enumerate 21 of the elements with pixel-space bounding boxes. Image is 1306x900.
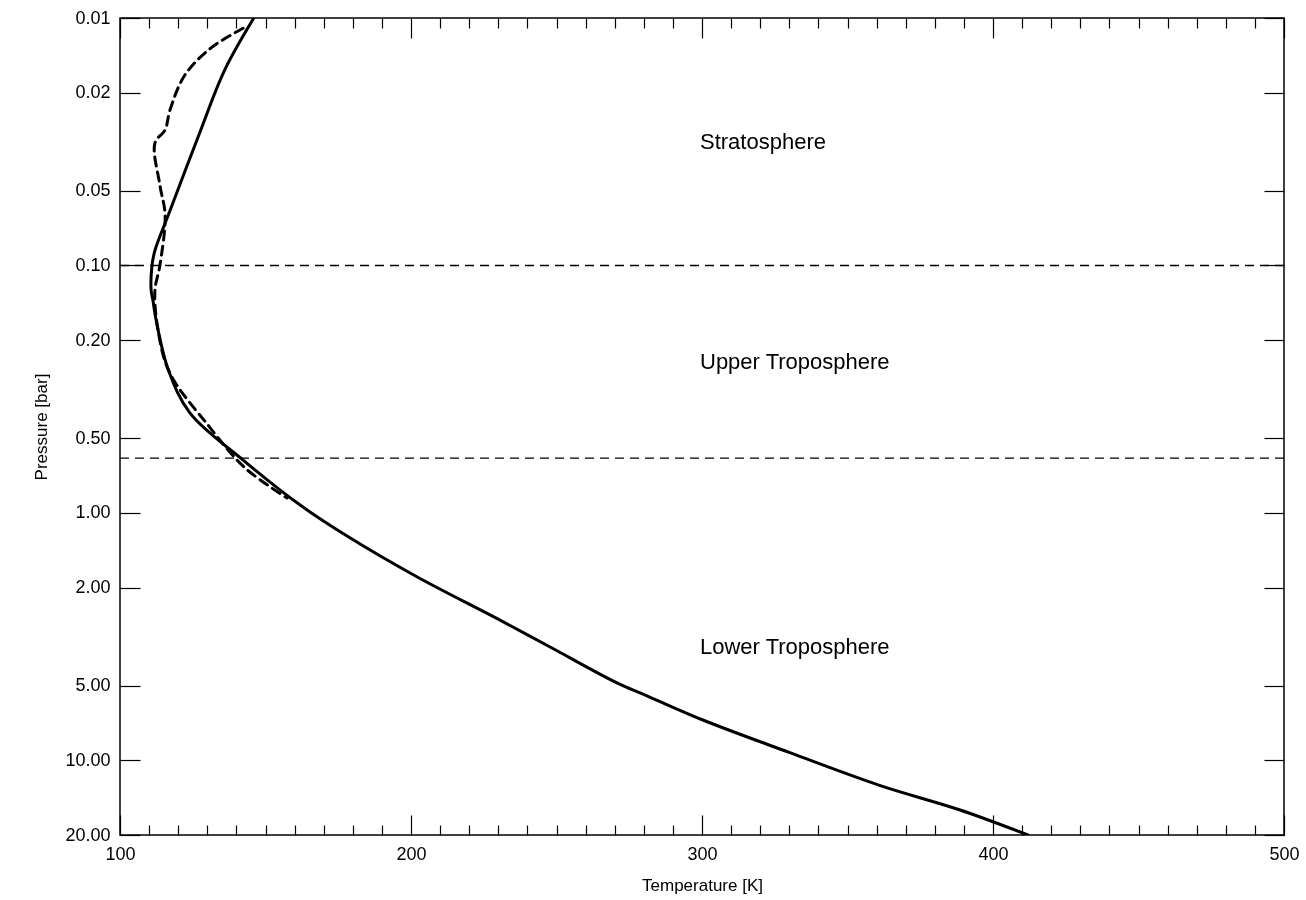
y-tick-label: 20.00 bbox=[65, 824, 111, 845]
x-tick-label: 100 bbox=[105, 843, 136, 864]
y-tick-label: 0.05 bbox=[75, 180, 111, 201]
x-tick-label: 400 bbox=[978, 843, 1009, 864]
annotation: Lower Troposphere bbox=[700, 633, 890, 659]
y-tick-label: 1.00 bbox=[75, 502, 111, 523]
x-tick-label: 300 bbox=[687, 843, 718, 864]
y-tick-label: 0.50 bbox=[75, 427, 111, 448]
y-tick-label: 0.01 bbox=[75, 7, 111, 28]
x-tick-label: 200 bbox=[396, 843, 427, 864]
y-tick-label: 5.00 bbox=[75, 675, 111, 696]
x-axis-title: Temperature [K] bbox=[642, 875, 763, 895]
y-tick-label: 0.10 bbox=[75, 255, 111, 275]
annotation: Upper Troposphere bbox=[700, 348, 890, 374]
annotation: Stratosphere bbox=[700, 128, 826, 154]
y-tick-label: 2.00 bbox=[75, 577, 111, 597]
y-axis-title: Pressure [bar] bbox=[32, 373, 52, 481]
y-tick-label: 0.02 bbox=[75, 82, 111, 102]
y-tick-label: 0.20 bbox=[75, 329, 111, 350]
x-tick-label: 500 bbox=[1269, 843, 1300, 864]
y-tick-label: 10.00 bbox=[65, 750, 111, 770]
